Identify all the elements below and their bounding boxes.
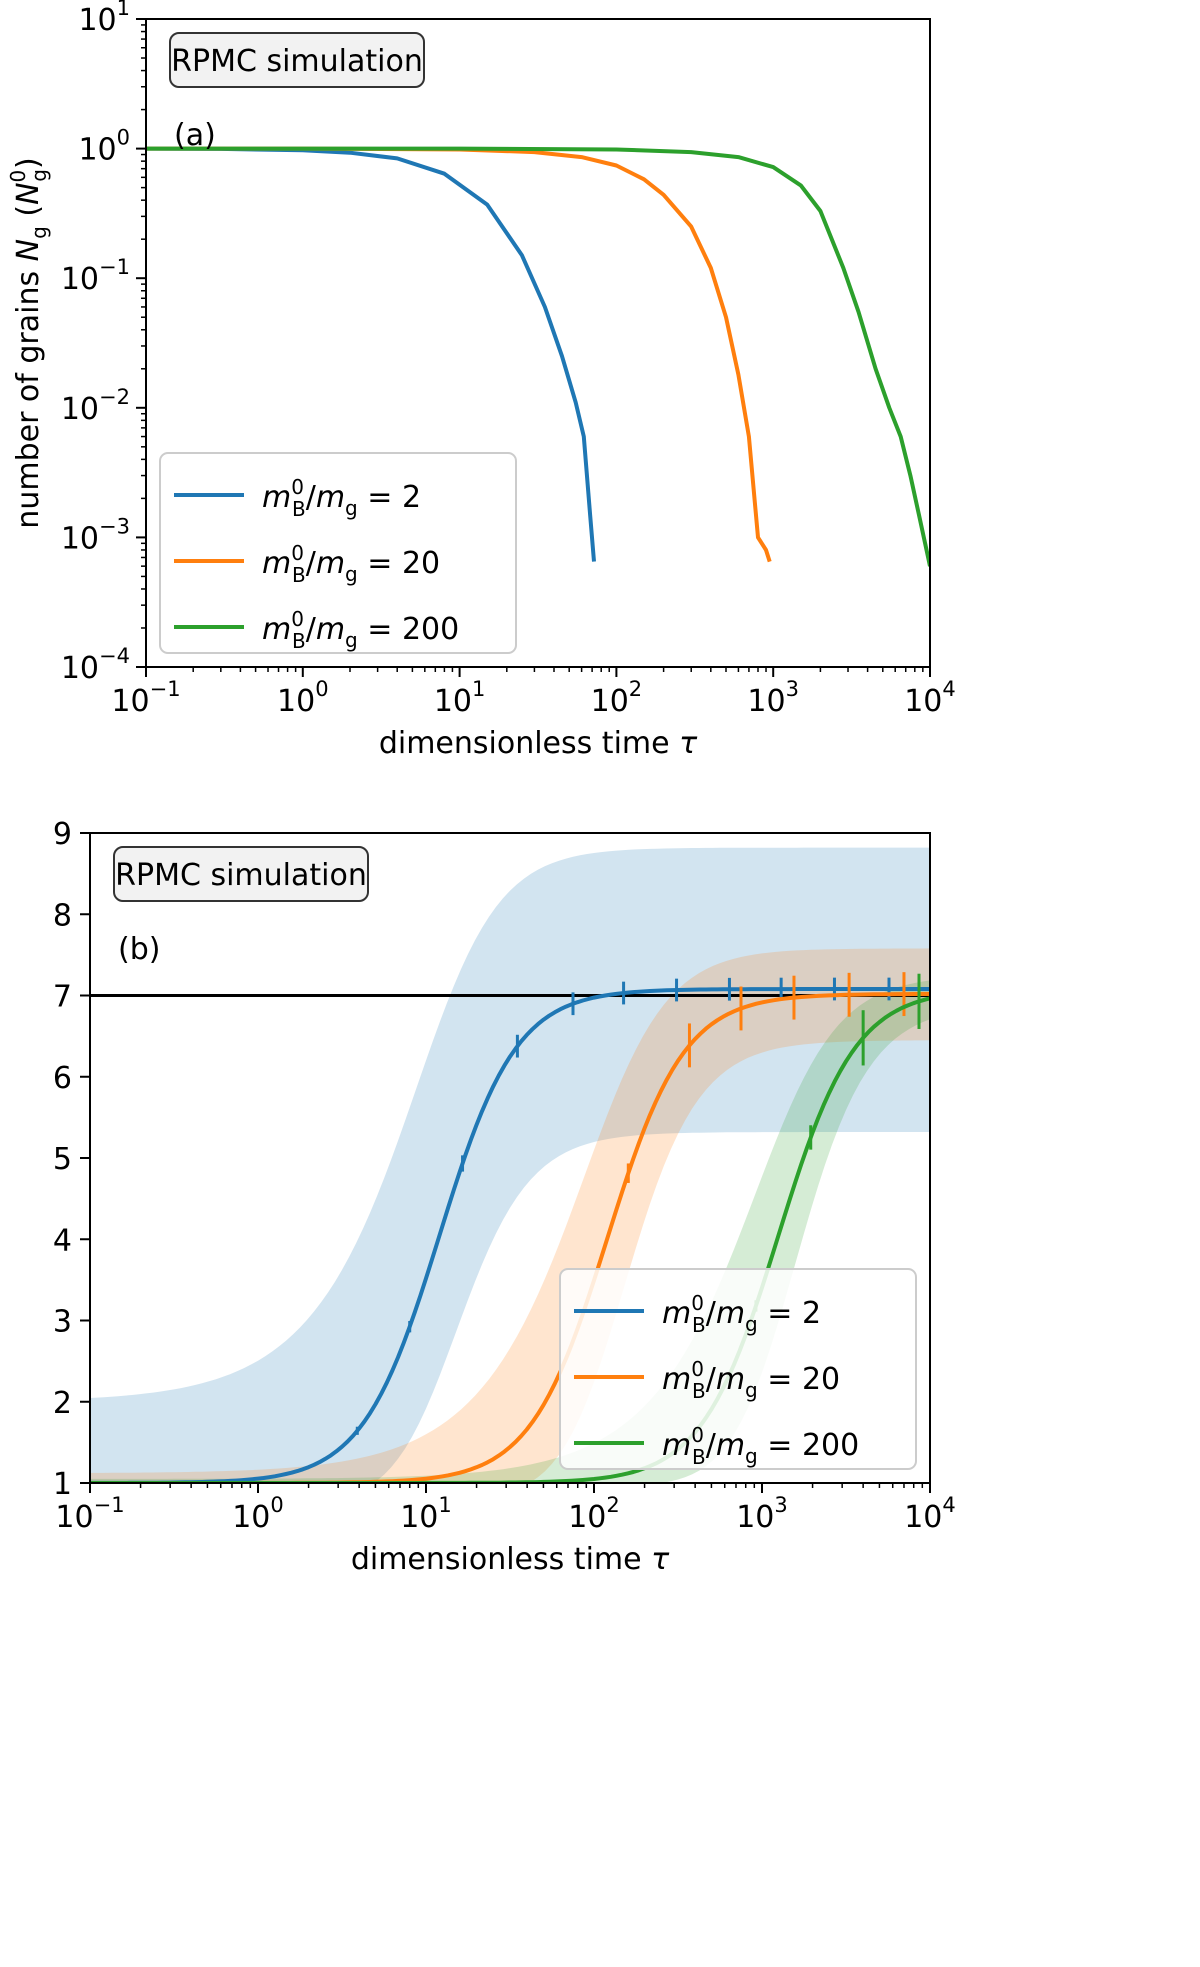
x-tick-label: 100 — [277, 677, 329, 719]
x-tick-label: 102 — [568, 1493, 620, 1535]
y-tick-label: 101 — [78, 0, 130, 38]
legend-frame — [159, 452, 517, 654]
legend: m0 B/mg = 2 m0 B/mg = 20 m0 B/mg = 200 — [559, 1268, 917, 1470]
x-tick-label: 101 — [400, 1493, 452, 1535]
x-axis-label: dimensionless time τ — [379, 726, 698, 761]
y-axis-label: number of grains Ng (N0g) — [6, 157, 51, 528]
annotation-box — [169, 32, 425, 88]
y-tick-label: 5 — [53, 1142, 72, 1177]
x-tick-label: 101 — [434, 677, 486, 719]
x-axis-label: dimensionless time τ — [351, 1542, 670, 1577]
legend-frame — [559, 1268, 917, 1470]
y-tick-label: 9 — [53, 817, 72, 852]
legend-label-ratio-200: m0 B/mg = 200 — [662, 1423, 859, 1469]
series-line-ratio-20 — [90, 992, 930, 1483]
y-tick-label: 100 — [78, 126, 130, 168]
legend-label-ratio-200: m0 B/mg = 200 — [262, 607, 459, 653]
series-line-ratio-2 — [90, 987, 930, 1483]
x-tick-label: 103 — [736, 1493, 788, 1535]
plot-frame — [145, 18, 931, 668]
panel-label: (b) — [118, 932, 160, 967]
legend-label-ratio-2: m0 B/mg = 2 — [262, 475, 421, 521]
annotation-text: RPMC simulation — [171, 44, 423, 79]
x-tick-label: 103 — [747, 677, 799, 719]
panel-label: (a) — [174, 118, 216, 153]
legend-label-ratio-2: m0 B/mg = 2 — [662, 1291, 821, 1337]
band-ratio-2 — [90, 847, 930, 1483]
x-tick-label: 10−1 — [111, 677, 180, 719]
series-line-ratio-200 — [146, 146, 930, 567]
panel-a: 10−1 100 101 102 103 104 10−4 10−3 10−2 10−1 100 10… — [6, 0, 956, 761]
x-tick-label: 104 — [904, 677, 956, 719]
y-tick-label: 3 — [53, 1305, 72, 1340]
x-tick-label: 100 — [232, 1493, 284, 1535]
annotation-text: RPMC simulation — [115, 858, 367, 893]
plot-area — [146, 146, 930, 567]
y-tick-label: 10−2 — [61, 385, 130, 427]
y-tick-label: 10−4 — [61, 644, 130, 686]
legend-label-ratio-20: m0 B/mg = 20 — [662, 1357, 840, 1403]
y-tick-label: 4 — [53, 1223, 72, 1258]
legend-label-ratio-20: m0 B/mg = 20 — [262, 541, 440, 587]
legend: m0 B/mg = 2 m0 B/mg = 20 m0 B/mg = 200 — [159, 452, 517, 654]
series-line-ratio-2 — [146, 146, 596, 562]
y-tick-label: 10−3 — [61, 514, 130, 556]
x-tick-label: 104 — [904, 1493, 956, 1535]
x-tick-label: 10−1 — [55, 1493, 124, 1535]
band-ratio-20 — [90, 948, 930, 1483]
x-tick-label: 102 — [591, 677, 643, 719]
y-tick-label: 6 — [53, 1061, 72, 1096]
y-tick-label: 10−1 — [61, 255, 130, 297]
y-tick-label: 1 — [53, 1467, 72, 1502]
y-tick-label: 8 — [53, 898, 72, 933]
panel-b: 10−1 100 101 102 103 104 1 2 3 4 5 6 7 8 9 dimensionles… — [53, 817, 956, 1577]
y-tick-label: 2 — [53, 1386, 72, 1421]
y-tick-label: 7 — [53, 980, 72, 1015]
annotation-box — [113, 846, 369, 902]
